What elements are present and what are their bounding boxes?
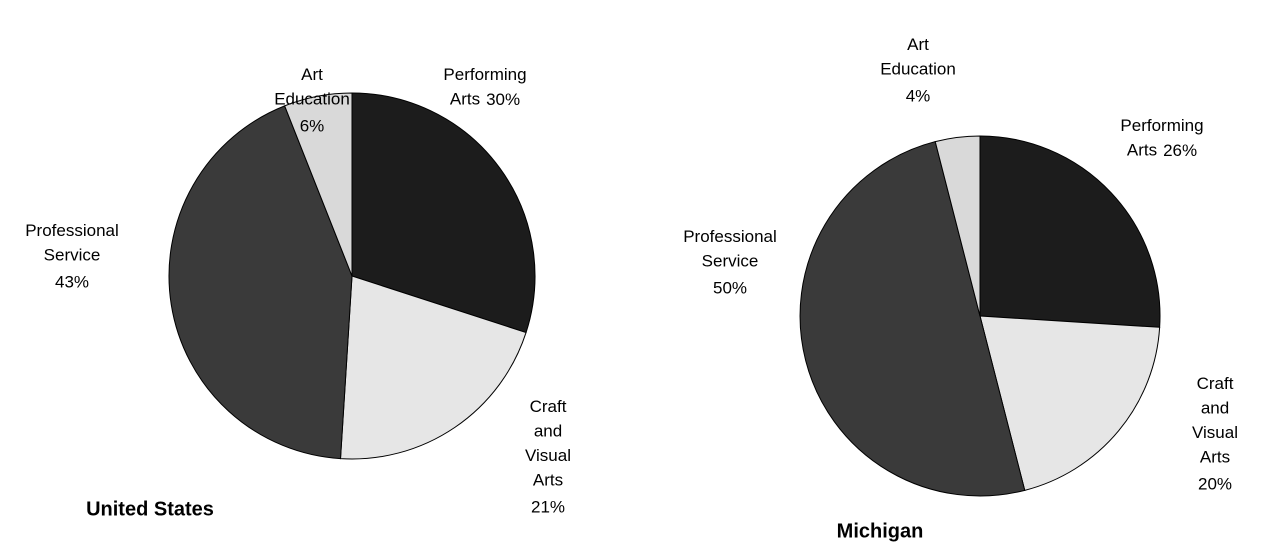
value-label: 6% <box>300 116 325 135</box>
value-label: 43% <box>55 272 89 291</box>
chart-title: United States <box>86 498 214 520</box>
value-label: 21% <box>531 497 565 516</box>
slice-label: Performing Arts <box>1120 116 1203 160</box>
slice-label: Art Education <box>880 35 956 79</box>
slice-label: Craft and Visual Arts <box>1192 374 1238 467</box>
pie-slice <box>168 105 353 460</box>
pie-slice <box>351 92 536 334</box>
slice-label: Performing Arts <box>443 65 526 109</box>
value-label: 50% <box>713 278 747 297</box>
pie-slice <box>979 135 1161 328</box>
pie-slice <box>283 92 353 277</box>
pie-slice <box>339 275 527 460</box>
slice-label: Craft and Visual Arts <box>525 397 571 490</box>
value-label: 4% <box>906 86 931 105</box>
slice-label: Art Education <box>274 65 350 109</box>
slice-label: Professional Service <box>683 227 777 271</box>
chart-title: Michigan <box>837 520 924 542</box>
value-label: 30% <box>486 90 520 109</box>
value-label: 26% <box>1163 141 1197 160</box>
value-label: 20% <box>1198 474 1232 493</box>
pie-slice <box>934 135 981 317</box>
slice-label: Professional Service <box>25 221 119 265</box>
pie-slice <box>979 315 1161 491</box>
pie-slice <box>799 141 1026 497</box>
